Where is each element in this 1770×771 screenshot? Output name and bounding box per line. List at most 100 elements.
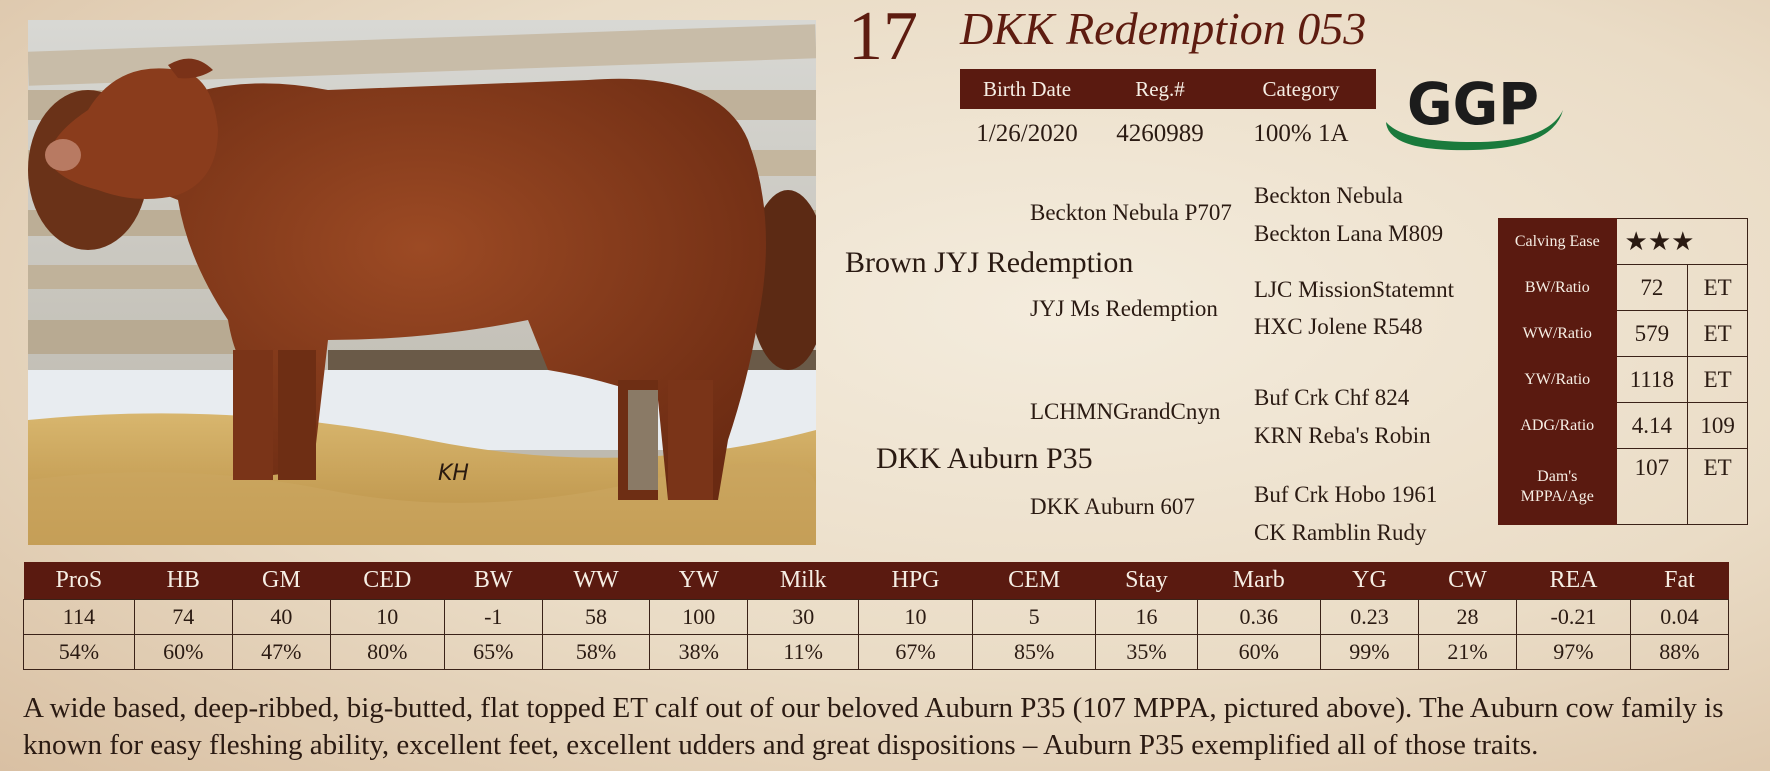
epd-header-pros: ProS bbox=[23, 562, 135, 599]
epd-value-yg: 0.23 bbox=[1319, 598, 1419, 635]
epd-value-milk: 30 bbox=[747, 598, 860, 635]
calving-ease-row: Calving Ease ★★★ bbox=[1498, 218, 1749, 265]
epd-accuracy-milk: 11% bbox=[747, 633, 860, 670]
pedigree-dam-sire: LCHMNGrandCnyn bbox=[1030, 399, 1221, 424]
adg-ratio-label: ADG/Ratio bbox=[1498, 402, 1617, 449]
epd-value-ced: 10 bbox=[329, 598, 445, 635]
ww-ratio-value: 579 bbox=[1615, 310, 1689, 357]
pedigree-sire-dam: JYJ Ms Redemption bbox=[1030, 296, 1218, 321]
yw-ratio-row: YW/Ratio 1118 ET bbox=[1498, 356, 1748, 403]
reg-number-header: Reg.# bbox=[1135, 77, 1185, 101]
epd-value-marb: 0.36 bbox=[1196, 598, 1321, 635]
epd-value-stay: 16 bbox=[1095, 598, 1198, 635]
pedigree-sire-sire: Beckton Nebula P707 bbox=[1030, 200, 1232, 225]
calving-ease-stars: ★★★ bbox=[1615, 218, 1749, 265]
epd-values-row: 114 74 40 10 -1 58 100 30 10 5 16 0.36 0.23 28 -0.21 0.… bbox=[23, 598, 1730, 635]
epd-value-cw: 28 bbox=[1417, 598, 1518, 635]
epd-value-ww: 58 bbox=[541, 598, 651, 635]
bw-ratio-label: BW/Ratio bbox=[1498, 264, 1617, 311]
epd-value-gm: 40 bbox=[231, 598, 331, 635]
mppa-ratio: ET bbox=[1687, 448, 1748, 525]
epd-header-row: ProS HB GM CED BW WW YW Milk HPG CEM Stay Marb YG CW R… bbox=[23, 562, 1729, 599]
reg-number-value: 4260989 bbox=[1116, 120, 1204, 147]
epd-accuracy-stay: 35% bbox=[1095, 633, 1198, 670]
bull-name: DKK Redemption 053 bbox=[960, 3, 1367, 54]
bw-ratio-row: BW/Ratio 72 ET bbox=[1498, 264, 1748, 311]
epd-header-cw: CW bbox=[1418, 562, 1517, 599]
epd-header-hpg: HPG bbox=[858, 562, 973, 599]
epd-header-rea: REA bbox=[1516, 562, 1631, 599]
epd-header-fat: Fat bbox=[1630, 562, 1729, 599]
pedigree-dam-sire-sire: Buf Crk Chf 824 bbox=[1254, 385, 1410, 410]
epd-header-bw: BW bbox=[444, 562, 543, 599]
epd-accuracy-yw: 38% bbox=[649, 633, 749, 670]
epd-header-yw: YW bbox=[649, 562, 748, 599]
epd-accuracy-yg: 99% bbox=[1319, 633, 1419, 670]
epd-value-pros: 114 bbox=[23, 598, 135, 635]
epd-header-stay: Stay bbox=[1095, 562, 1198, 599]
epd-header-gm: GM bbox=[232, 562, 331, 599]
pedigree-sire-sire-sire: Beckton Nebula bbox=[1254, 183, 1403, 208]
calving-ease-label: Calving Ease bbox=[1498, 218, 1617, 265]
epd-accuracy-ced: 80% bbox=[329, 633, 445, 670]
yw-ratio-ratio: ET bbox=[1687, 356, 1748, 403]
epd-header-ww: WW bbox=[542, 562, 650, 599]
epd-header-milk: Milk bbox=[747, 562, 859, 599]
pedigree-dam-dam-sire: Buf Crk Hobo 1961 bbox=[1254, 482, 1438, 507]
pedigree-dam: DKK Auburn P35 bbox=[876, 442, 1093, 475]
pedigree-sire-sire-dam: Beckton Lana M809 bbox=[1254, 221, 1444, 246]
yw-ratio-label: YW/Ratio bbox=[1498, 356, 1617, 403]
epd-value-bw: -1 bbox=[443, 598, 543, 635]
epd-value-rea: -0.21 bbox=[1516, 598, 1631, 635]
epd-value-hb: 74 bbox=[133, 598, 233, 635]
performance-table: Calving Ease ★★★ BW/Ratio 72 ET WW/Ratio… bbox=[1498, 218, 1749, 525]
bull-photo: KH bbox=[28, 20, 816, 545]
epd-value-yw: 100 bbox=[649, 598, 749, 635]
epd-accuracy-gm: 47% bbox=[231, 633, 331, 670]
birth-date-value: 1/26/2020 bbox=[976, 120, 1078, 147]
epd-accuracy-marb: 60% bbox=[1196, 633, 1321, 670]
mppa-value: 107 bbox=[1615, 448, 1689, 525]
ww-ratio-row: WW/Ratio 579 ET bbox=[1498, 310, 1748, 357]
adg-ratio-value: 4.14 bbox=[1615, 402, 1689, 449]
info-values-row: 1/26/2020 4260989 100% 1A bbox=[960, 114, 1376, 154]
epd-accuracy-row: 54% 60% 47% 80% 65% 58% 38% 11% 67% 85% 35% 60% 99% 2… bbox=[23, 633, 1730, 670]
pedigree-dam-sire-dam: KRN Reba's Robin bbox=[1254, 423, 1431, 448]
epd-accuracy-ww: 58% bbox=[541, 633, 651, 670]
epd-accuracy-rea: 97% bbox=[1516, 633, 1631, 670]
epd-accuracy-hpg: 67% bbox=[858, 633, 973, 670]
adg-ratio-row: ADG/Ratio 4.14 109 bbox=[1498, 402, 1748, 449]
adg-ratio-ratio: 109 bbox=[1687, 402, 1748, 449]
bw-ratio-ratio: ET bbox=[1687, 264, 1748, 311]
epd-accuracy-hb: 60% bbox=[133, 633, 233, 670]
epd-accuracy-fat: 88% bbox=[1629, 633, 1730, 670]
birth-date-header: Birth Date bbox=[982, 77, 1072, 101]
info-header-row: Birth Date Reg.# Category bbox=[960, 69, 1376, 109]
lot-number: 17 bbox=[848, 0, 918, 75]
yw-ratio-value: 1118 bbox=[1615, 356, 1689, 403]
mppa-row: Dam's MPPA/Age 107 ET bbox=[1498, 448, 1748, 525]
pedigree-sire-dam-sire: LJC MissionStatemnt bbox=[1254, 277, 1454, 302]
logo-text: GGP bbox=[1407, 70, 1539, 138]
ggp-logo: GGP bbox=[1378, 62, 1568, 154]
photo-watermark: KH bbox=[438, 461, 469, 486]
epd-accuracy-cem: 85% bbox=[971, 633, 1097, 670]
epd-header-yg: YG bbox=[1320, 562, 1419, 599]
mppa-label-line1: Dam's bbox=[1537, 467, 1578, 485]
epd-value-hpg: 10 bbox=[858, 598, 973, 635]
epd-header-cem: CEM bbox=[972, 562, 1096, 599]
epd-header-hb: HB bbox=[134, 562, 233, 599]
epd-accuracy-bw: 65% bbox=[443, 633, 543, 670]
pedigree-dam-dam-dam: CK Ramblin Rudy bbox=[1254, 520, 1427, 545]
category-value: 100% 1A bbox=[1253, 120, 1349, 147]
mppa-label-line2: MPPA/Age bbox=[1520, 487, 1594, 505]
pedigree-sire-dam-dam: HXC Jolene R548 bbox=[1254, 314, 1423, 339]
epd-accuracy-pros: 54% bbox=[23, 633, 135, 670]
ww-ratio-label: WW/Ratio bbox=[1498, 310, 1617, 357]
epd-table: ProS HB GM CED BW WW YW Milk HPG CEM Stay Marb YG CW R… bbox=[23, 562, 1730, 670]
pedigree-sire: Brown JYJ Redemption bbox=[845, 246, 1134, 279]
epd-value-fat: 0.04 bbox=[1629, 598, 1730, 635]
epd-header-ced: CED bbox=[330, 562, 445, 599]
ww-ratio-ratio: ET bbox=[1687, 310, 1748, 357]
bw-ratio-value: 72 bbox=[1615, 264, 1689, 311]
